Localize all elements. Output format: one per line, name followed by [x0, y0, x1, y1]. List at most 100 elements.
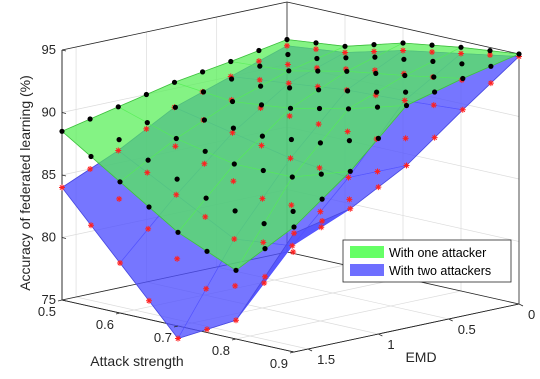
y-tick-mark [307, 348, 313, 352]
data-point-dot [344, 68, 350, 74]
data-point-star [115, 147, 122, 154]
data-point-star [317, 208, 324, 215]
z-tick-label: 90 [42, 105, 56, 120]
data-point-dot [288, 136, 294, 143]
data-point-dot [116, 137, 122, 143]
z-tick-label: 95 [42, 42, 56, 57]
data-point-star [145, 225, 152, 232]
data-point-dot [174, 176, 180, 182]
data-point-dot [316, 87, 322, 93]
data-point-star [430, 102, 437, 109]
data-point-star [344, 128, 351, 135]
data-point-star [319, 218, 326, 224]
grid-line [235, 290, 462, 340]
data-point-dot [285, 51, 291, 58]
axis-edge [286, 1, 520, 55]
data-point-dot [289, 174, 295, 180]
data-point-dot [314, 55, 320, 62]
data-point-star [261, 280, 268, 286]
data-point-dot [460, 75, 466, 82]
data-point-dot [287, 105, 294, 111]
data-point-dot [374, 104, 381, 110]
data-point-star [289, 242, 296, 249]
tick-labels: 75 80 85 90 95 0.5 0.6 0.7 0.8 0.9 0 0.5 1 1.5 [38, 42, 535, 371]
data-point-dot [146, 204, 152, 210]
data-point-dot [430, 58, 436, 64]
data-point-dot [516, 51, 522, 57]
data-point-dot [229, 76, 235, 82]
axis-line [293, 303, 520, 353]
data-point-dot [145, 157, 151, 163]
data-point-star [258, 142, 265, 149]
y-tick-label: 1 [387, 337, 394, 352]
data-point-dot [487, 48, 493, 54]
data-point-star [260, 239, 267, 246]
data-point-star [59, 184, 65, 191]
z-tick-mark [61, 174, 67, 177]
data-point-dot [200, 89, 207, 95]
data-point-star [313, 46, 319, 53]
data-point-star [202, 213, 209, 220]
data-point-star [429, 49, 435, 55]
y-tick-mark [448, 318, 453, 322]
data-point-dot [231, 161, 237, 167]
data-point-dot [343, 55, 349, 61]
data-point-star [284, 42, 290, 49]
data-point-star [400, 47, 406, 54]
data-point-star [175, 335, 181, 342]
data-point-star [403, 162, 410, 169]
data-point-dot [175, 229, 181, 235]
data-point-star [256, 76, 263, 83]
data-point-star [116, 195, 123, 202]
data-point-star [285, 80, 292, 87]
data-point-dot [262, 246, 268, 252]
data-point-dot [257, 63, 263, 69]
x-tick-mark [115, 312, 121, 315]
data-point-dot [372, 54, 378, 60]
data-point-dot [171, 79, 178, 85]
z-tick-label: 85 [42, 167, 56, 182]
data-point-dot [400, 40, 406, 46]
data-point-dot [284, 36, 290, 43]
data-point-dot [347, 168, 353, 174]
data-point-star [458, 50, 464, 57]
data-point-dot [287, 85, 293, 91]
data-point-dot [458, 44, 464, 50]
data-point-dot [403, 89, 409, 95]
data-point-dot [172, 104, 178, 110]
axis-edge [61, 1, 288, 51]
data-point-dot [258, 83, 264, 89]
data-point-dot [432, 89, 438, 95]
data-point-star [204, 326, 210, 333]
data-point-dot [144, 120, 150, 126]
x-tick-label: 0.9 [270, 356, 288, 371]
data-point-star [255, 58, 262, 65]
z-tick-mark [61, 112, 67, 114]
data-point-star [375, 184, 382, 191]
data-point-dot [319, 196, 325, 202]
data-point-star [315, 121, 322, 128]
data-point-dot [290, 208, 296, 214]
data-point-dot [87, 116, 93, 122]
legend-label-two-attackers: With two attackers [389, 264, 491, 278]
data-point-star [371, 48, 377, 55]
data-point-star [262, 273, 268, 280]
data-point-dot [258, 102, 265, 108]
data-point-star [401, 97, 408, 104]
data-point-dot [202, 148, 208, 154]
x-tick-mark [289, 351, 295, 354]
z-tick-mark [61, 237, 67, 239]
data-point-star [290, 249, 297, 255]
data-point-star [431, 134, 438, 141]
y-tick-label: 0 [528, 307, 535, 322]
data-point-star [286, 113, 293, 120]
data-point-dot [286, 68, 292, 74]
data-point-dot [260, 167, 266, 174]
data-point-star [288, 202, 295, 209]
data-point-dot [431, 74, 437, 80]
data-point-dot [228, 58, 234, 65]
data-point-dot [200, 69, 206, 75]
data-point-dot [173, 135, 179, 142]
data-point-dot [403, 102, 410, 109]
data-point-star [203, 285, 210, 292]
